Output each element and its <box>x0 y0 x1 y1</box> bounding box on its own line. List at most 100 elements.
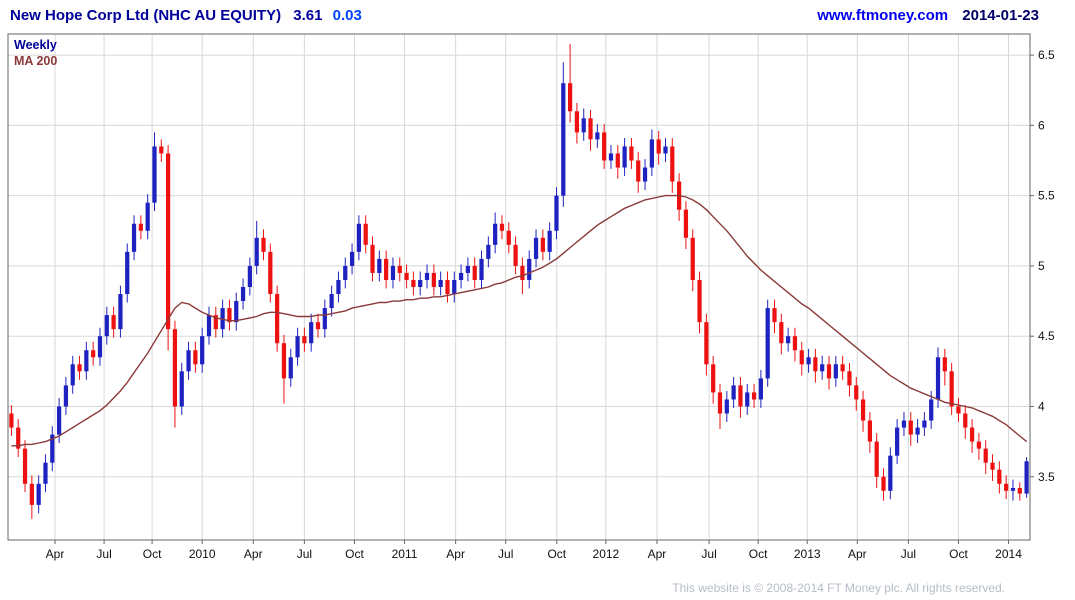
candle-body <box>779 322 784 344</box>
candle-body <box>547 230 552 252</box>
candle-body <box>1017 487 1022 494</box>
x-axis-label: Apr <box>244 547 263 561</box>
ftmoney-link[interactable]: www.ftmoney.com <box>817 6 949 24</box>
candle-body <box>997 469 1002 484</box>
candle-body <box>91 350 96 358</box>
candle-body <box>602 132 607 161</box>
candle-body <box>97 336 103 358</box>
candle-body <box>166 153 171 330</box>
y-axis-label: 3.5 <box>1038 470 1055 484</box>
candle-body <box>111 315 116 330</box>
candle-body <box>227 308 232 323</box>
candle-body <box>295 336 300 358</box>
candle-body <box>431 272 436 287</box>
candle-body <box>622 146 627 168</box>
candle-body <box>50 434 55 463</box>
y-axis-label: 5 <box>1038 259 1045 273</box>
candle-body <box>581 118 586 133</box>
candle-body <box>867 420 872 442</box>
candle-body <box>390 265 396 280</box>
candle-body <box>479 258 484 280</box>
instrument-name: New Hope Corp Ltd (NHC AU EQUITY) <box>10 6 282 24</box>
x-axis-label: 2014 <box>995 547 1022 561</box>
copyright-text: This website is © 2008-2014 FT Money plc… <box>672 581 1005 595</box>
header-right: www.ftmoney.com 2014-01-23 <box>817 7 1039 24</box>
candle-body <box>315 322 321 330</box>
candle-body <box>765 308 770 379</box>
candle-body <box>349 251 355 266</box>
candle-body <box>472 265 477 280</box>
candle-body <box>138 223 143 231</box>
candle-body <box>309 322 314 344</box>
candle-body <box>963 413 968 428</box>
candle-body <box>772 308 777 323</box>
candle-body <box>411 279 416 287</box>
candle-body <box>724 399 729 414</box>
candle-body <box>268 251 273 295</box>
candle-body <box>908 420 913 435</box>
candle-body <box>860 399 866 421</box>
candle-body <box>935 357 941 400</box>
candle-body <box>247 265 252 287</box>
chart-header: New Hope Corp Ltd (NHC AU EQUITY) 3.61 0… <box>0 0 1075 28</box>
candle-body <box>329 294 334 309</box>
candle-body <box>424 272 430 280</box>
candle-body <box>356 223 361 252</box>
price-change: 0.03 <box>332 6 362 24</box>
candle-body <box>302 336 307 344</box>
candle-body <box>493 223 498 245</box>
candle-body <box>118 294 123 330</box>
candle-body <box>36 483 41 505</box>
candle-body <box>751 392 757 400</box>
candle-body <box>888 455 893 491</box>
candle-body <box>172 329 178 407</box>
x-axis-label: Oct <box>949 547 968 561</box>
x-axis-label: Apr <box>848 547 867 561</box>
candle-body <box>336 279 341 295</box>
chart-area: 3.5 4 4.5 5 5.5 6 6.5 Apr Jul Oct 2010 Apr Jul Oct 201… <box>0 28 1075 588</box>
candle-body <box>786 336 791 344</box>
candle-body <box>240 287 246 302</box>
candle-body <box>792 336 798 351</box>
y-axis-label: 6 <box>1038 118 1045 132</box>
x-axis-label: Oct <box>749 547 768 561</box>
candle-body <box>16 427 21 449</box>
candle-body <box>104 315 109 337</box>
y-axis-label: 6.5 <box>1038 48 1055 62</box>
candle-body <box>554 195 559 231</box>
candle-body <box>799 350 804 365</box>
candle-body <box>77 364 82 372</box>
ma-200-line <box>11 194 1028 447</box>
candle-body <box>915 427 920 435</box>
candle-body <box>513 244 518 266</box>
x-axis-label: Jul <box>96 547 111 561</box>
candle-body <box>56 406 62 435</box>
candle-body <box>595 132 600 140</box>
candle-body <box>956 406 961 414</box>
candle-body <box>745 392 750 407</box>
x-axis-label: 2013 <box>794 547 821 561</box>
candle-body <box>275 294 280 344</box>
chart-legend: Weekly MA 200 <box>14 37 57 69</box>
candle-body <box>363 223 368 245</box>
candle-body <box>322 308 327 330</box>
candle-body <box>343 265 348 280</box>
y-axis-label: 4 <box>1038 399 1045 413</box>
candle-body <box>22 448 28 484</box>
candle-body <box>629 146 634 161</box>
candle-body <box>969 427 975 442</box>
x-axis-label: Jul <box>901 547 916 561</box>
candle-body <box>418 279 423 287</box>
candle-body <box>159 146 164 154</box>
candle-body <box>574 111 580 133</box>
candle-body <box>1024 461 1029 494</box>
candle-body <box>145 202 150 231</box>
candle-body <box>465 265 471 273</box>
y-axis-label: 4.5 <box>1038 329 1055 343</box>
price-chart: 3.5 4 4.5 5 5.5 6 6.5 Apr Jul Oct 2010 Apr Jul Oct 201… <box>7 33 1055 561</box>
candle-body <box>820 364 825 372</box>
candle-body <box>656 139 661 154</box>
candle-body <box>567 83 573 112</box>
candle-body <box>152 146 157 203</box>
candle-body <box>881 476 886 491</box>
